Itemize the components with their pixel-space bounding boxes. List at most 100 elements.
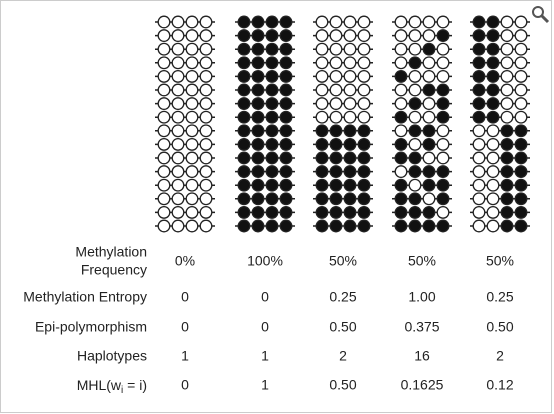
cpg-site — [315, 69, 329, 83]
cpg-site — [408, 192, 422, 206]
cpg-site — [472, 56, 486, 70]
cpg-site — [422, 192, 436, 206]
cpg-site — [279, 165, 293, 179]
cpg-site — [357, 15, 371, 29]
cpg-site — [185, 205, 199, 219]
cpg-site — [265, 151, 279, 165]
cpg-site — [408, 165, 422, 179]
cell-value: 16 — [414, 348, 430, 364]
cell-value: 0.25 — [329, 289, 356, 305]
cpg-site — [237, 192, 251, 206]
cpg-site — [436, 56, 450, 70]
cpg-site — [357, 151, 371, 165]
cpg-site — [514, 165, 528, 179]
zoom-handle — [540, 14, 550, 24]
cpg-site — [237, 205, 251, 219]
cpg-site — [500, 56, 514, 70]
cpg-site — [265, 69, 279, 83]
cpg-site — [157, 137, 171, 151]
cpg-site — [436, 124, 450, 138]
cpg-site — [265, 165, 279, 179]
cpg-site — [199, 69, 213, 83]
cpg-site — [357, 165, 371, 179]
cell-value: 0.25 — [486, 289, 513, 305]
cpg-site — [436, 15, 450, 29]
cpg-site — [265, 205, 279, 219]
cpg-site — [486, 83, 500, 97]
cpg-site — [251, 192, 265, 206]
cpg-site — [436, 69, 450, 83]
cpg-site — [408, 124, 422, 138]
cpg-site — [199, 42, 213, 56]
cell-value: 1 — [261, 377, 269, 393]
cpg-site — [265, 124, 279, 138]
cpg-site — [472, 137, 486, 151]
zoom-icon[interactable] — [532, 6, 550, 24]
cpg-site — [157, 29, 171, 43]
cpg-site — [251, 178, 265, 192]
cpg-site — [237, 97, 251, 111]
cpg-site — [357, 205, 371, 219]
cpg-site — [394, 42, 408, 56]
cpg-site — [436, 83, 450, 97]
cell-value: 0 — [261, 289, 269, 305]
cpg-site — [237, 110, 251, 124]
cpg-site — [329, 205, 343, 219]
cpg-site — [251, 205, 265, 219]
cpg-site — [185, 137, 199, 151]
cpg-site — [436, 97, 450, 111]
cpg-site — [343, 165, 357, 179]
cpg-site — [237, 83, 251, 97]
cpg-site — [251, 15, 265, 29]
cpg-site — [265, 15, 279, 29]
cpg-site — [265, 192, 279, 206]
cpg-site — [265, 219, 279, 233]
cpg-site — [279, 219, 293, 233]
cpg-site — [408, 137, 422, 151]
cpg-site — [279, 15, 293, 29]
cpg-site — [329, 15, 343, 29]
cpg-site — [265, 137, 279, 151]
cpg-site — [251, 124, 265, 138]
cpg-site — [315, 178, 329, 192]
cpg-site — [185, 165, 199, 179]
cpg-site — [329, 124, 343, 138]
cpg-site — [486, 97, 500, 111]
cpg-site — [237, 165, 251, 179]
cpg-site — [408, 178, 422, 192]
label-part: i — [121, 385, 123, 396]
cell-value: 50% — [486, 253, 514, 269]
cpg-site — [185, 219, 199, 233]
cpg-site — [408, 97, 422, 111]
cpg-site — [472, 178, 486, 192]
cpg-site — [343, 56, 357, 70]
cpg-site — [237, 178, 251, 192]
cpg-site — [279, 97, 293, 111]
cpg-site — [500, 137, 514, 151]
cpg-site — [394, 165, 408, 179]
cpg-site — [265, 97, 279, 111]
cpg-site — [357, 97, 371, 111]
cpg-site — [265, 110, 279, 124]
cpg-site — [343, 97, 357, 111]
cpg-site — [514, 219, 528, 233]
cpg-site — [185, 178, 199, 192]
cpg-site — [436, 205, 450, 219]
cpg-site — [171, 137, 185, 151]
cpg-site — [472, 83, 486, 97]
cpg-site — [199, 97, 213, 111]
cpg-site — [329, 165, 343, 179]
cpg-site — [251, 97, 265, 111]
cpg-site — [422, 151, 436, 165]
cpg-site — [157, 15, 171, 29]
cpg-site — [171, 56, 185, 70]
cpg-site — [343, 69, 357, 83]
cpg-site — [394, 219, 408, 233]
cell-value: 0.1625 — [401, 377, 444, 393]
cpg-site — [472, 151, 486, 165]
cpg-site — [343, 137, 357, 151]
cpg-site — [185, 56, 199, 70]
cpg-site — [237, 219, 251, 233]
cpg-site — [251, 110, 265, 124]
